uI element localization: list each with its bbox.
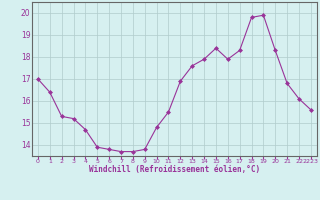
X-axis label: Windchill (Refroidissement éolien,°C): Windchill (Refroidissement éolien,°C): [89, 165, 260, 174]
